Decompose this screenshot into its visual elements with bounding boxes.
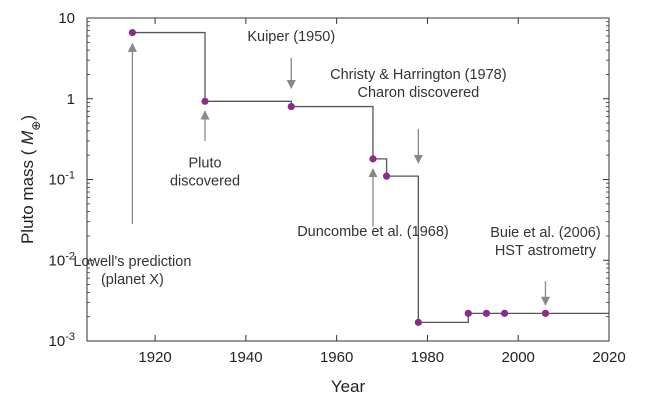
y-tick-label: 10-1 (49, 170, 75, 189)
data-point (128, 28, 136, 37)
data-point (287, 102, 295, 111)
annotation-texts: Lowell's prediction (planet X) Pluto discov… (73, 29, 600, 288)
y-tick-label: 10 (58, 10, 75, 27)
data-point (501, 309, 509, 317)
data-point (464, 309, 472, 317)
y-tick-label: 10-3 (49, 331, 75, 350)
x-tick-label: 1980 (411, 349, 444, 366)
data-point (482, 309, 491, 317)
annotation-text: Buie et al. (2006) HST astrometry (490, 225, 600, 259)
x-tick-label: 2000 (502, 349, 535, 366)
annotation-arrows (127, 42, 551, 306)
data-point (541, 309, 550, 317)
x-tick-label: 1920 (138, 349, 171, 366)
annotation-text: Kuiper (1950) (247, 29, 335, 45)
data-point (201, 97, 209, 105)
y-tick-label: 1 (67, 91, 75, 108)
x-axis-ticks: 1920 1940 1960 1980 2000 2020 (138, 18, 626, 366)
y-axis-ticks: 10 1 10-1 10-2 10-3 (49, 10, 609, 350)
annotation-text: Christy & Harrington (1978) Charon discov… (330, 67, 507, 101)
annotation-text: Pluto discovered (170, 156, 240, 190)
series-group (128, 28, 609, 326)
x-tick-label: 2020 (592, 349, 625, 366)
axis-titles: Year Pluto mass ( M⊕) (18, 115, 366, 396)
y-axis-title: Pluto mass ( M⊕) (18, 115, 43, 244)
data-point (382, 172, 391, 180)
data-point (414, 318, 422, 326)
x-tick-label: 1960 (320, 349, 353, 366)
y-tick-label: 10-2 (49, 250, 75, 269)
annotation-text: Duncombe et al. (1968) (297, 224, 449, 240)
data-point (369, 155, 377, 163)
x-axis-title: Year (331, 377, 366, 396)
x-tick-label: 1940 (229, 349, 262, 366)
annotation-text: Lowell's prediction (planet X) (73, 254, 191, 288)
